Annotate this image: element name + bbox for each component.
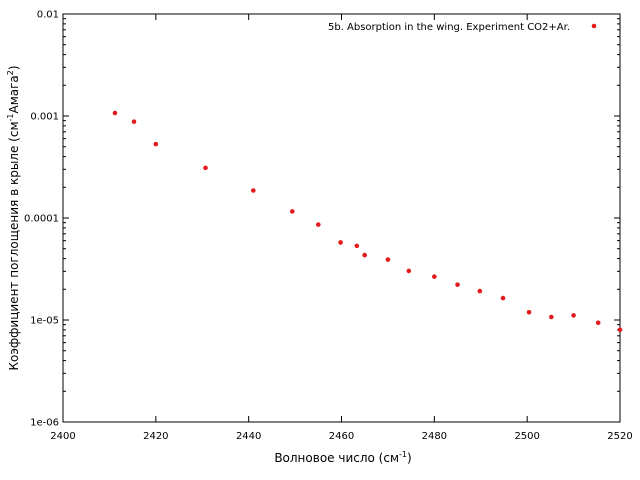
data-point [617, 327, 623, 333]
data-point [549, 314, 554, 320]
x-tick-label: 2440 [236, 431, 261, 442]
legend-label: 5b. Absorption in the wing. Experiment C… [328, 22, 570, 33]
data-point [526, 309, 532, 315]
plot-area [62, 13, 621, 423]
y-tick-label: 0.01 [37, 10, 59, 21]
x-tick-label: 2400 [50, 431, 75, 442]
axis-ticks [62, 13, 621, 423]
data-point [362, 252, 368, 258]
data-point [112, 110, 118, 116]
y-tick-label: 1e-05 [30, 316, 59, 327]
data-point [251, 188, 256, 193]
data-point [406, 268, 412, 274]
data-point [595, 320, 601, 326]
data-point [315, 222, 321, 227]
x-axis-title: Волновое число (см-1) [274, 450, 411, 465]
data-point [477, 288, 483, 294]
data-point [385, 257, 391, 262]
data-point [571, 313, 576, 318]
x-tick-label: 2520 [607, 431, 632, 442]
data-point [153, 141, 159, 147]
data-point [131, 119, 137, 124]
data-point [354, 243, 360, 249]
data-point [289, 209, 295, 214]
legend-marker [591, 23, 597, 29]
y-tick-label: 0.001 [30, 112, 59, 123]
data-points [112, 110, 623, 333]
x-tick-label: 2420 [143, 431, 168, 442]
x-tick-label: 2500 [514, 431, 539, 442]
y-tick-label: 1e-06 [30, 418, 59, 429]
x-tick-label: 2480 [422, 431, 447, 442]
y-axis-title: Коэффициент поглощения в крыле (см-1Амаг… [6, 65, 21, 370]
y-tick-label: 0.0001 [24, 214, 59, 225]
data-point [500, 295, 506, 301]
legend: 5b. Absorption in the wing. Experiment C… [328, 22, 597, 33]
axis-tick-labels: 2400 2420 2440 2460 2480 2500 2520 1e-06 1e-05 0.… [24, 10, 633, 443]
data-point [338, 240, 343, 245]
data-point [455, 282, 460, 287]
data-point [203, 165, 208, 171]
x-tick-label: 2460 [329, 431, 354, 442]
data-point [432, 274, 437, 279]
